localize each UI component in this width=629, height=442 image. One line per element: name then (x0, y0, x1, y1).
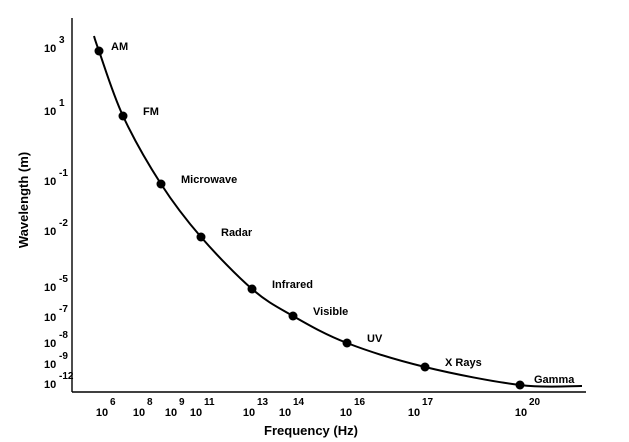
y-tick-base: 10 (44, 176, 56, 188)
data-label: X Rays (445, 357, 482, 369)
y-tick-label: 10-1 (44, 168, 68, 188)
y-tick-exponent: -2 (59, 218, 68, 229)
x-tick-base: 10 (243, 407, 255, 419)
y-tick-label: 10-12 (44, 371, 74, 391)
y-tick-exponent: 3 (59, 35, 65, 46)
y-tick-label: 10-5 (44, 274, 68, 294)
x-tick-base: 10 (408, 407, 420, 419)
data-point-gamma (515, 380, 525, 390)
x-tick-exponent: 11 (204, 397, 215, 408)
x-tick-exponent: 9 (179, 397, 185, 408)
y-tick-exponent: 1 (59, 98, 65, 109)
data-label: Visible (313, 306, 348, 318)
y-tick-base: 10 (44, 312, 56, 324)
data-label: UV (367, 333, 383, 345)
y-tick-exponent: -1 (59, 168, 68, 179)
data-point-x-rays (420, 362, 430, 372)
data-label: FM (143, 106, 159, 118)
y-tick-label: 10-7 (44, 304, 68, 324)
data-point-uv (342, 338, 352, 348)
data-point-microwave (156, 179, 166, 189)
x-tick-exponent: 13 (257, 397, 269, 408)
y-tick-exponent: -12 (59, 371, 74, 382)
y-tick-base: 10 (44, 43, 56, 55)
data-label: Gamma (534, 374, 575, 386)
y-tick-exponent: -8 (59, 330, 68, 341)
y-tick-base: 10 (44, 379, 56, 391)
y-tick-exponent: -7 (59, 304, 68, 315)
x-tick-base: 10 (96, 407, 108, 419)
x-tick-base: 10 (279, 407, 291, 419)
x-tick-base: 10 (190, 407, 202, 419)
x-tick-exponent: 20 (529, 397, 541, 408)
x-tick-label: 106 (96, 397, 116, 419)
wavelength-curve (93, 35, 583, 388)
y-tick-base: 10 (44, 282, 56, 294)
y-tick-base: 10 (44, 226, 56, 238)
x-tick-label: 108 (133, 397, 153, 419)
x-tick-exponent: 17 (422, 397, 434, 408)
data-point-am (94, 46, 104, 56)
data-label: AM (111, 41, 128, 53)
x-tick-base: 10 (340, 407, 352, 419)
x-axis-title: Frequency (Hz) (264, 423, 358, 438)
data-point-radar (196, 232, 206, 242)
y-tick-base: 10 (44, 359, 56, 371)
y-axis-title: Wavelength (m) (16, 152, 31, 248)
data-points: AM FM Microwave Radar Infrared Visible UV X Ray… (94, 41, 575, 390)
x-tick-exponent: 8 (147, 397, 153, 408)
data-label: Microwave (181, 174, 237, 186)
y-tick-label: 101 (44, 98, 65, 118)
x-tick-exponent: 6 (110, 397, 116, 408)
x-tick-base: 10 (165, 407, 177, 419)
y-tick-label: 10-9 (44, 351, 68, 371)
y-tick-label: 103 (44, 35, 65, 55)
x-tick-base: 10 (133, 407, 145, 419)
data-label: Infrared (272, 279, 313, 291)
y-tick-base: 10 (44, 338, 56, 350)
x-tick-exponent: 16 (354, 397, 366, 408)
data-point-infrared (247, 284, 257, 294)
data-point-visible (288, 311, 298, 321)
x-tick-base: 10 (515, 407, 527, 419)
x-tick-label: 109 (165, 397, 185, 419)
y-tick-exponent: -5 (59, 274, 68, 285)
y-tick-label: 10-2 (44, 218, 68, 238)
y-tick-label: 10-8 (44, 330, 68, 350)
x-tick-exponent: 14 (293, 397, 305, 408)
y-tick-exponent: -9 (59, 351, 68, 362)
data-label: Radar (221, 227, 253, 239)
data-point-fm (118, 111, 128, 121)
y-tick-base: 10 (44, 106, 56, 118)
